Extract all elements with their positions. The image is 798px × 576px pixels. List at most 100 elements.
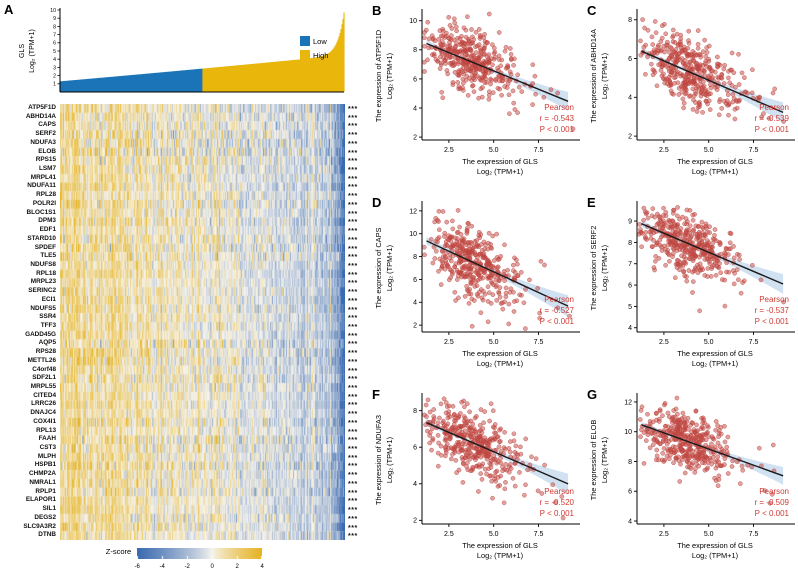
svg-text:2.5: 2.5 (659, 531, 669, 538)
zscore-colorbar (137, 548, 263, 559)
svg-text:2.5: 2.5 (659, 147, 669, 154)
significance-stars: *** (348, 175, 358, 183)
significance-stars: *** (348, 193, 358, 201)
gene-label: DTNB (38, 531, 56, 539)
gene-label: RPS15 (35, 156, 56, 164)
gene-label: BLOC1S1 (26, 208, 56, 216)
gene-label: EDF1 (39, 226, 56, 234)
legend-swatch-high-icon (300, 50, 310, 60)
gene-label: RPLP1 (35, 487, 56, 495)
significance-stars: *** (348, 332, 358, 340)
svg-text:6: 6 (413, 76, 417, 83)
panel-a: A 1 2 3 4 5 6 7 8 9 10 GLS Log₂ (TPM+1) Low High AT… (0, 0, 368, 576)
significance-stars: *** (348, 114, 358, 122)
legend-item-low: Low (300, 36, 328, 46)
scatter-panels: 2.5 5.0 7.5 2 4 6 8 10 The expression of GLS Log₂… (368, 0, 798, 576)
gene-label: SERINC2 (28, 287, 56, 295)
significance-stars: *** (348, 472, 358, 480)
significance-stars: *** (348, 376, 358, 384)
svg-text:8: 8 (413, 408, 417, 415)
significance-stars: *** (348, 210, 358, 218)
svg-text:P < 0.001: P < 0.001 (540, 125, 575, 134)
svg-text:5: 5 (628, 304, 632, 311)
svg-text:P < 0.001: P < 0.001 (755, 125, 790, 134)
svg-text:8: 8 (413, 47, 417, 54)
svg-text:2.5: 2.5 (444, 531, 454, 538)
significance-stars: *** (348, 315, 358, 323)
pearson-annotation: Pearson r = -0.520 P < 0.001 (540, 487, 575, 518)
svg-text:5.0: 5.0 (489, 147, 499, 154)
regression-line (641, 424, 784, 477)
significance-stars: *** (348, 446, 358, 454)
gene-label: MLPH (37, 452, 56, 460)
panel-label: F (372, 387, 380, 402)
y-axis-label-line2: Log₂ (TPM+1) (385, 53, 394, 99)
significance-stars: *** (348, 524, 358, 532)
gls-expression-waterfall-chart: 1 2 3 4 5 6 7 8 9 10 GLS Log₂ (TPM+1) (19, 8, 345, 93)
scatter-points (637, 395, 777, 506)
significance-stars: *** (348, 271, 358, 279)
gene-label: ECI1 (41, 295, 56, 303)
gene-label: NDUFS8 (30, 260, 56, 268)
x-axis-label-line2: Log₂ (TPM+1) (692, 551, 738, 560)
svg-text:5.0: 5.0 (704, 531, 714, 538)
x-axis-label-line1: The expression of GLS (462, 541, 538, 550)
scatter-points (421, 11, 576, 132)
gene-label: SPDEF (34, 243, 56, 251)
significance-stars: *** (348, 219, 358, 227)
gene-label: RPL13 (36, 426, 56, 434)
svg-text:r = -0.537: r = -0.537 (755, 306, 790, 315)
panel-label: D (372, 195, 381, 210)
gene-label: RPL28 (36, 191, 56, 199)
significance-stars: *** (348, 280, 358, 288)
regression-line (426, 422, 569, 485)
gene-label: AQP5 (38, 339, 56, 347)
svg-text:7: 7 (53, 33, 56, 39)
y-axis-label-line2: Log₂ (TPM+1) (385, 245, 394, 291)
significance-stars: *** (348, 411, 358, 419)
waterfall-ylabel-gene: GLS (19, 44, 26, 58)
svg-text:r = -0.539: r = -0.539 (755, 114, 790, 123)
significance-stars: *** (348, 289, 358, 297)
y-axis-label-line2: Log₂ (TPM+1) (600, 245, 609, 291)
pearson-annotation: Pearson r = -0.539 P < 0.001 (755, 103, 790, 134)
legend-label-high: High (313, 50, 329, 60)
svg-text:5.0: 5.0 (704, 147, 714, 154)
x-axis-label-line1: The expression of GLS (677, 157, 753, 166)
svg-text:5: 5 (53, 49, 56, 55)
significance-stars: *** (348, 140, 358, 148)
gene-label: ABHD14A (25, 112, 56, 120)
gene-label: TLE5 (40, 252, 56, 260)
significance-stars: *** (348, 385, 358, 392)
gene-label: NDUFA11 (27, 182, 56, 190)
svg-text:6: 6 (628, 282, 632, 289)
svg-text:6: 6 (628, 489, 632, 496)
x-axis-label-line2: Log₂ (TPM+1) (692, 359, 738, 368)
svg-text:2.5: 2.5 (659, 339, 669, 346)
significance-stars: *** (348, 419, 358, 427)
gene-label: NDUFA3 (30, 138, 56, 146)
heatmap (60, 104, 345, 540)
significance-stars: *** (348, 132, 358, 140)
significance-stars: *** (348, 428, 358, 436)
svg-text:12: 12 (409, 208, 417, 215)
x-axis-label-line2: Log₂ (TPM+1) (477, 167, 523, 176)
gene-label: FAAH (38, 435, 56, 443)
significance-stars: *** (348, 323, 358, 331)
svg-text:7: 7 (628, 261, 632, 268)
significance-stars: *** (348, 228, 358, 236)
significance-stars: *** (348, 201, 358, 209)
x-axis-label-line1: The expression of GLS (677, 349, 753, 358)
svg-text:1: 1 (53, 82, 56, 88)
svg-text:4: 4 (628, 325, 632, 332)
significance-stars: *** (348, 184, 358, 192)
significance-stars: *** (348, 515, 358, 523)
regression-line (426, 240, 569, 307)
y-axis-label-line2: Log₂ (TPM+1) (600, 53, 609, 99)
regression-line (641, 223, 784, 285)
svg-text:r = -0.543: r = -0.543 (540, 114, 575, 123)
gene-label: SERF2 (35, 130, 56, 138)
